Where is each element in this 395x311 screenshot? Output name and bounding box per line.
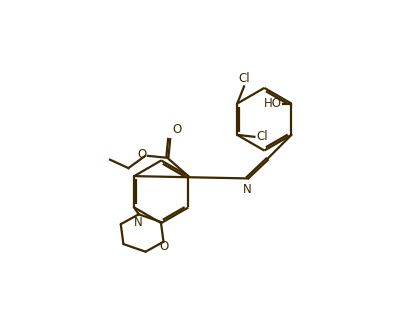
Text: HO: HO [264,97,282,110]
Text: Cl: Cl [256,130,267,143]
Text: O: O [172,123,182,136]
Text: Cl: Cl [238,72,250,85]
Text: O: O [159,240,168,253]
Text: O: O [137,148,147,161]
Text: N: N [243,183,251,196]
Text: N: N [134,216,143,229]
